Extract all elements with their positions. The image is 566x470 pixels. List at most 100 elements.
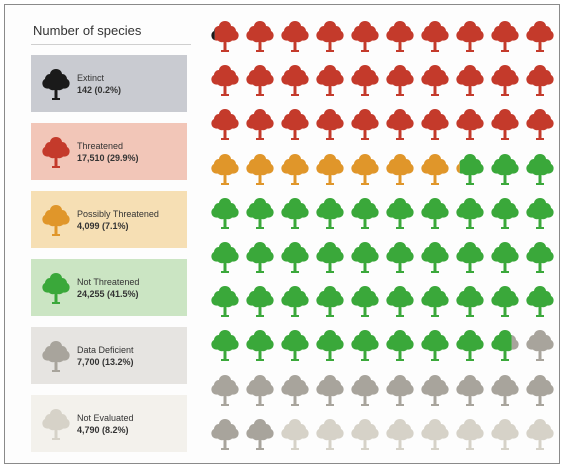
tree-mark-split [208,19,243,53]
tree-mark-not-threatened [313,196,348,230]
tree-mark-not-threatened [383,196,418,230]
tree-mark-threatened [418,19,453,53]
tree-mark-threatened [383,63,418,97]
tree-mark-not-threatened [523,196,558,230]
tree-mark-threatened [488,107,523,141]
tree-mark-not-threatened [488,240,523,274]
tree-mark-data-deficient [313,373,348,407]
tree-mark-not-threatened [278,240,313,274]
tree-mark-not-threatened [453,196,488,230]
tree-mark-threatened [383,19,418,53]
legend-value: 17,510 (29.9%) [77,152,139,163]
tree-mark-not-threatened [488,284,523,318]
tree-mark-not-threatened [348,240,383,274]
tree-mark-split [488,328,523,362]
tree-mark-split [208,152,243,186]
tree-mark-threatened [488,19,523,53]
legend-value: 142 (0.2%) [77,84,122,95]
tree-mark-not-threatened [208,328,243,362]
tree-mark-not-threatened [453,240,488,274]
tree-mark-threatened [453,19,488,53]
tree-mark-not-threatened [523,240,558,274]
tree-mark-not-evaluated [383,417,418,451]
tree-mark-not-threatened [418,284,453,318]
tree-icon [39,339,73,373]
legend: Number of species Extinct 142 (0.2%) Threa… [31,19,191,463]
tree-mark-possibly-threatened [348,152,383,186]
tree-mark-not-threatened [383,328,418,362]
tree-mark-threatened [383,107,418,141]
tree-mark-possibly-threatened [278,152,313,186]
tree-mark-not-threatened [418,328,453,362]
legend-item-possibly-threatened: Possibly Threatened 4,099 (7.1%) [31,191,187,248]
legend-label: Data Deficient [77,344,134,355]
legend-label: Extinct [77,72,105,83]
tree-mark-threatened [418,107,453,141]
tree-mark-threatened [453,107,488,141]
tree-mark-data-deficient [208,417,243,451]
tree-mark-not-threatened [348,328,383,362]
legend-text: Threatened 17,510 (29.9%) [77,140,139,164]
tree-mark-data-deficient [523,373,558,407]
legend-text: Extinct 142 (0.2%) [77,72,121,96]
waffle-grid [208,19,558,459]
tree-mark-not-evaluated [278,417,313,451]
tree-mark-not-threatened [383,284,418,318]
tree-mark-not-threatened [313,328,348,362]
tree-mark-not-threatened [523,152,558,186]
infographic-frame: Number of species Extinct 142 (0.2%) Threa… [4,4,560,464]
tree-mark-possibly-threatened [243,152,278,186]
tree-mark-threatened [313,63,348,97]
tree-mark-not-evaluated [523,417,558,451]
tree-mark-not-evaluated [313,417,348,451]
legend-item-threatened: Threatened 17,510 (29.9%) [31,123,187,180]
legend-text: Possibly Threatened 4,099 (7.1%) [77,208,159,232]
legend-text: Not Evaluated 4,790 (8.2%) [77,412,134,436]
legend-item-data-deficient: Data Deficient 7,700 (13.2%) [31,327,187,384]
legend-text: Data Deficient 7,700 (13.2%) [77,344,134,368]
legend-boxes: Extinct 142 (0.2%) Threatened 17,510 (29.9%… [31,55,191,452]
tree-mark-threatened [278,107,313,141]
tree-mark-not-threatened [208,284,243,318]
tree-mark-not-threatened [418,240,453,274]
tree-mark-not-evaluated [488,417,523,451]
tree-mark-threatened [313,19,348,53]
tree-mark-not-evaluated [453,417,488,451]
tree-mark-threatened [208,107,243,141]
tree-mark-not-threatened [243,240,278,274]
tree-icon [39,407,73,441]
legend-label: Possibly Threatened [77,208,159,219]
legend-label: Threatened [77,140,124,151]
legend-value: 7,700 (13.2%) [77,356,134,367]
legend-item-extinct: Extinct 142 (0.2%) [31,55,187,112]
tree-mark-not-threatened [278,196,313,230]
legend-label: Not Evaluated [77,412,134,423]
legend-text: Not Threatened 24,255 (41.5%) [77,276,139,300]
tree-mark-not-evaluated [418,417,453,451]
tree-mark-not-threatened [243,196,278,230]
tree-mark-not-threatened [278,284,313,318]
tree-mark-not-threatened [243,284,278,318]
tree-mark-threatened [313,107,348,141]
tree-mark-data-deficient [523,328,558,362]
tree-icon [39,271,73,305]
tree-mark-not-threatened [278,328,313,362]
tree-mark-not-threatened [453,284,488,318]
tree-mark-possibly-threatened [418,152,453,186]
tree-mark-threatened [523,107,558,141]
legend-value: 4,790 (8.2%) [77,424,129,435]
tree-mark-not-evaluated [348,417,383,451]
tree-mark-not-threatened [348,284,383,318]
tree-mark-not-threatened [313,240,348,274]
tree-mark-threatened [348,107,383,141]
tree-mark-not-threatened [453,328,488,362]
legend-item-not-threatened: Not Threatened 24,255 (41.5%) [31,259,187,316]
tree-mark-threatened [278,19,313,53]
tree-mark-data-deficient [208,373,243,407]
tree-mark-not-threatened [523,284,558,318]
tree-mark-not-threatened [243,328,278,362]
legend-value: 24,255 (41.5%) [77,288,139,299]
tree-mark-not-threatened [313,284,348,318]
tree-mark-threatened [453,63,488,97]
legend-label: Not Threatened [77,276,140,287]
